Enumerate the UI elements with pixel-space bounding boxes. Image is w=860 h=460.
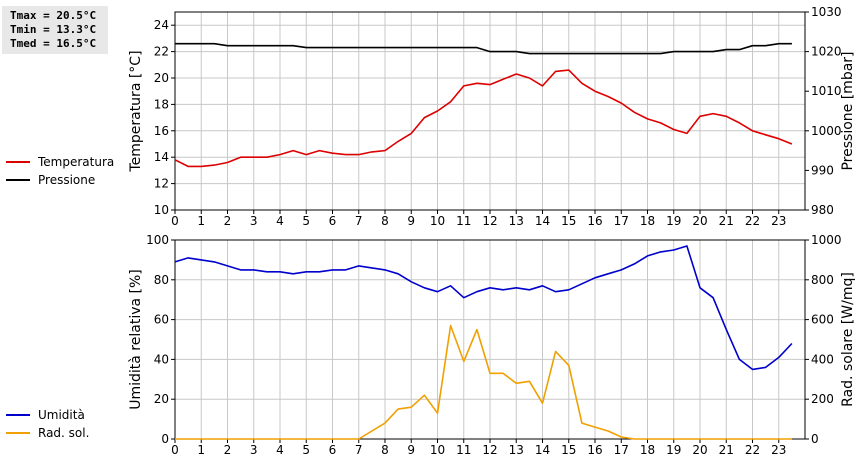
y2-tick-label: 0	[811, 432, 819, 446]
y-tick-label: 80	[154, 273, 169, 287]
x-tick-label: 1	[197, 443, 205, 457]
x-tick-label: 22	[745, 214, 760, 228]
y-tick-label: 40	[154, 352, 169, 366]
x-tick-label: 7	[355, 214, 363, 228]
x-tick-label: 20	[692, 214, 707, 228]
x-tick-label: 1	[197, 214, 205, 228]
x-tick-label: 23	[771, 443, 786, 457]
plot-frame	[174, 239, 806, 440]
x-tick-label: 15	[561, 214, 576, 228]
x-tick-label: 14	[535, 443, 550, 457]
y-axis-label: Umidità relativa [%]	[128, 269, 144, 410]
x-tick-label: 5	[302, 214, 310, 228]
temp-series-line-0	[174, 69, 793, 168]
x-tick-label: 6	[329, 214, 337, 228]
x-tick-label: 22	[745, 443, 760, 457]
y2-tick-label: 400	[811, 352, 834, 366]
x-tick-label: 5	[302, 443, 310, 457]
summary-box: Tmax = 20.5°C Tmin = 13.3°C Tmed = 16.5°…	[2, 6, 108, 54]
x-tick-label: 21	[719, 443, 734, 457]
y2-axis-label: Rad. solare [W/mq]	[840, 272, 856, 407]
y-axis-label: Temperatura [°C]	[128, 50, 144, 172]
y2-tick-label: 200	[811, 392, 834, 406]
x-tick-label: 4	[276, 443, 284, 457]
plot-frame	[174, 11, 806, 211]
y2-tick-label: 1000	[811, 124, 842, 138]
x-tick-label: 16	[587, 214, 602, 228]
x-tick-label: 12	[482, 214, 497, 228]
x-tick-label: 9	[407, 214, 415, 228]
x-tick-label: 17	[614, 443, 629, 457]
y-tick-label: 24	[154, 18, 169, 32]
x-tick-label: 13	[509, 443, 524, 457]
x-tick-label: 18	[640, 214, 655, 228]
y2-tick-label: 600	[811, 313, 834, 327]
y2-tick-label: 1000	[811, 233, 842, 247]
x-tick-label: 3	[250, 214, 258, 228]
legend-umidita-label: Umidità	[38, 408, 85, 422]
tmed-label: Tmed = 16.5°C	[10, 37, 97, 50]
x-tick-label: 6	[329, 443, 337, 457]
y-tick-label: 16	[154, 124, 169, 138]
y2-tick-label: 1030	[811, 5, 842, 19]
x-tick-label: 9	[407, 443, 415, 457]
x-tick-label: 12	[482, 443, 497, 457]
y2-tick-label: 980	[811, 203, 834, 217]
x-tick-label: 23	[771, 214, 786, 228]
y-tick-label: 10	[154, 203, 169, 217]
hum-series-line-0	[174, 245, 793, 371]
x-tick-label: 17	[614, 214, 629, 228]
y2-tick-label: 1010	[811, 84, 842, 98]
legend-pressione-label: Pressione	[38, 173, 95, 187]
y2-tick-label: 990	[811, 163, 834, 177]
x-tick-label: 16	[587, 443, 602, 457]
y-tick-label: 12	[154, 177, 169, 191]
y-tick-label: 0	[161, 432, 169, 446]
y-tick-label: 18	[154, 97, 169, 111]
legend-rad-sol-label: Rad. sol.	[38, 426, 89, 440]
tmax-label: Tmax = 20.5°C	[10, 9, 97, 22]
y2-tick-label: 800	[811, 273, 834, 287]
tmin-label: Tmin = 13.3°C	[10, 23, 97, 36]
x-tick-label: 15	[561, 443, 576, 457]
x-tick-label: 21	[719, 214, 734, 228]
x-tick-label: 18	[640, 443, 655, 457]
y-tick-label: 22	[154, 45, 169, 59]
temp-series-line-1	[175, 42, 792, 55]
x-tick-label: 11	[456, 214, 471, 228]
x-tick-label: 7	[355, 443, 363, 457]
x-tick-label: 8	[381, 443, 389, 457]
legend-temperatura-label: Temperatura	[37, 155, 114, 169]
x-tick-label: 2	[224, 443, 232, 457]
y2-tick-label: 1020	[811, 45, 842, 59]
x-tick-label: 0	[171, 214, 179, 228]
x-tick-label: 13	[509, 214, 524, 228]
y-tick-label: 100	[146, 233, 169, 247]
x-tick-label: 19	[666, 214, 681, 228]
x-tick-label: 19	[666, 443, 681, 457]
y-tick-label: 14	[154, 150, 169, 164]
x-tick-label: 10	[430, 443, 445, 457]
x-tick-label: 8	[381, 214, 389, 228]
y-tick-label: 60	[154, 313, 169, 327]
x-tick-label: 3	[250, 443, 258, 457]
x-tick-label: 2	[224, 214, 232, 228]
hum-series-line-1	[175, 324, 792, 440]
x-tick-label: 20	[692, 443, 707, 457]
y-tick-label: 20	[154, 71, 169, 85]
y2-axis-label: Pressione [mbar]	[840, 51, 856, 170]
x-tick-label: 0	[171, 443, 179, 457]
x-tick-label: 4	[276, 214, 284, 228]
x-tick-label: 11	[456, 443, 471, 457]
x-tick-label: 10	[430, 214, 445, 228]
y-tick-label: 20	[154, 392, 169, 406]
x-tick-label: 14	[535, 214, 550, 228]
